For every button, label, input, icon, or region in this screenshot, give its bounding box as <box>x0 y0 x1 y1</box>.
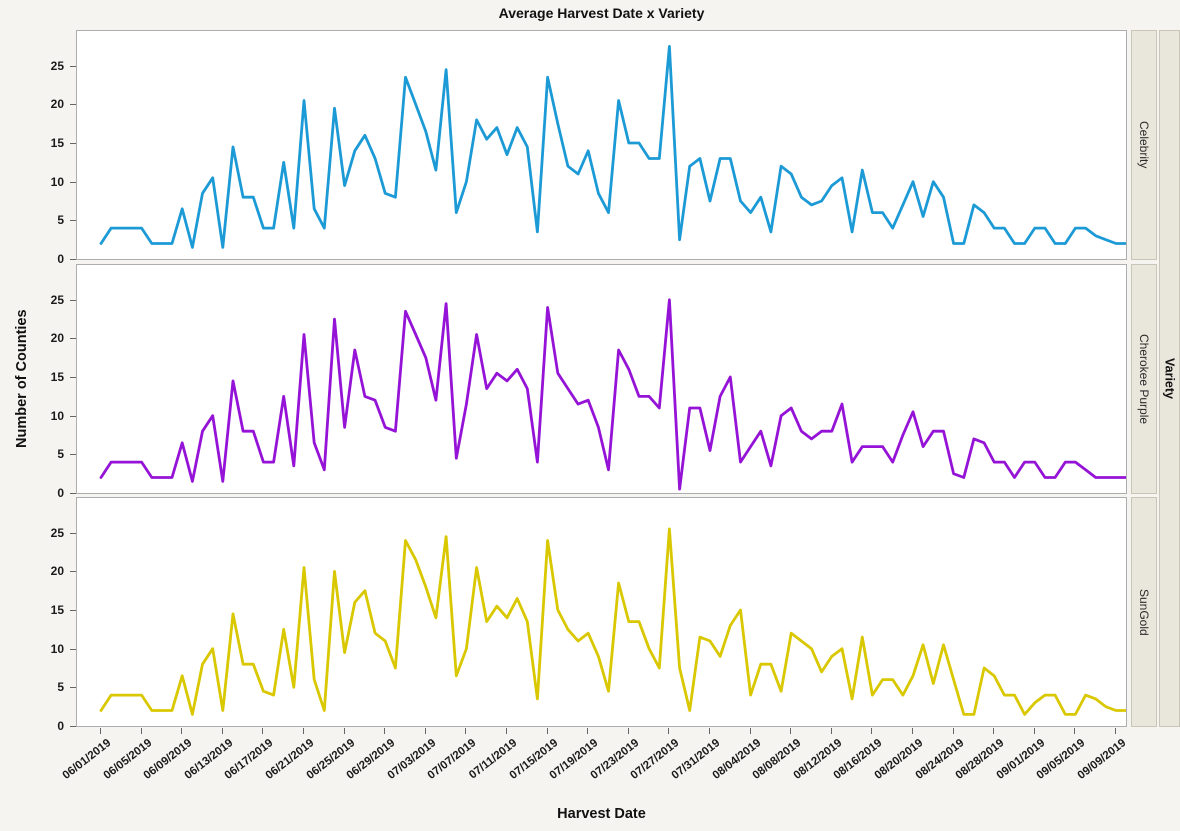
y-tick-mark <box>70 65 76 67</box>
y-tick-mark <box>70 415 76 417</box>
x-tick-mark <box>140 728 142 734</box>
x-tick-mark <box>424 728 426 734</box>
x-tick-mark <box>587 728 589 734</box>
panel-sungold <box>76 497 1127 727</box>
y-tick-label: 5 <box>57 680 64 695</box>
x-tick-mark <box>1115 728 1116 734</box>
y-tick-mark <box>70 571 76 573</box>
y-tick-label: 15 <box>50 370 64 385</box>
x-axis-ticks <box>76 727 1127 735</box>
y-tick-label: 0 <box>57 252 64 266</box>
y-tick-label: 10 <box>50 408 64 423</box>
panel-celebrity <box>76 30 1127 260</box>
y-tick-label: 25 <box>50 58 64 73</box>
y-tick-label: 0 <box>57 719 64 733</box>
y-tick-label: 20 <box>50 564 64 579</box>
chart-title: Average Harvest Date x Variety <box>498 5 705 21</box>
panel-strip-sungold: SunGold <box>1131 497 1157 727</box>
y-tick-mark <box>70 181 76 183</box>
y-tick-label: 10 <box>50 174 64 189</box>
x-tick-mark <box>343 728 345 734</box>
y-tick-label: 20 <box>50 331 64 346</box>
y-tick-label: 15 <box>50 603 64 618</box>
x-tick-mark <box>627 728 629 734</box>
y-tick-mark <box>70 726 76 727</box>
y-tick-mark <box>70 299 76 301</box>
series-line-sungold <box>99 527 1126 716</box>
y-tick-mark <box>70 338 76 340</box>
x-tick-mark <box>1074 728 1076 734</box>
y-tick-mark <box>70 687 76 689</box>
x-tick-mark <box>100 728 101 734</box>
variety-strip-label: Variety <box>1162 357 1177 399</box>
x-tick-mark <box>1033 728 1035 734</box>
x-tick-mark <box>465 728 467 734</box>
x-tick-mark <box>506 728 507 734</box>
x-tick-mark <box>303 728 304 734</box>
panel-strip-label-cherokee-purple: Cherokee Purple <box>1137 333 1151 425</box>
panel-strip-label-sungold: SunGold <box>1137 588 1151 636</box>
y-tick-label: 25 <box>50 525 64 540</box>
sungold-plot-area <box>99 527 1126 716</box>
y-tick-label: 5 <box>57 447 64 462</box>
y-axis-ticks: 0 5 10 15 20 25 0 5 10 15 20 25 0 5 10 15 20 25 <box>0 30 76 733</box>
y-tick-label: 10 <box>50 641 64 656</box>
y-tick-mark <box>70 377 76 379</box>
y-tick-label: 0 <box>57 486 64 500</box>
x-tick-mark <box>181 728 183 734</box>
panel-strip-cherokee-purple: Cherokee Purple <box>1131 264 1157 494</box>
x-tick-mark <box>262 728 264 734</box>
y-tick-mark <box>70 454 76 456</box>
y-tick-label: 25 <box>50 292 64 307</box>
y-tick-mark <box>70 493 76 494</box>
cherokee-purple-plot-area <box>99 298 1126 491</box>
panel-cherokee-purple <box>76 264 1127 494</box>
x-tick-mark <box>993 728 995 734</box>
x-tick-mark <box>221 728 223 734</box>
y-tick-mark <box>70 259 76 260</box>
x-tick-mark <box>871 728 873 734</box>
y-tick-mark <box>70 143 76 145</box>
x-tick-mark <box>830 728 832 734</box>
series-line-cherokee-purple <box>99 298 1126 491</box>
x-axis-tick-labels: 06/01/2019 06/05/2019 06/09/2019 06/13/2019… <box>61 737 1136 797</box>
x-tick-mark <box>546 728 548 734</box>
panel-strip-label-celebrity: Celebrity <box>1137 121 1151 169</box>
y-tick-mark <box>70 648 76 650</box>
trellis-panels <box>76 30 1127 727</box>
x-tick-mark <box>790 728 792 734</box>
x-axis-label: Harvest Date <box>557 806 646 822</box>
x-tick-mark <box>952 728 954 734</box>
celebrity-plot-area <box>99 44 1126 249</box>
x-tick-mark <box>749 728 751 734</box>
series-line-celebrity <box>99 44 1126 249</box>
y-tick-label: 15 <box>50 136 64 151</box>
y-tick-mark <box>70 220 76 222</box>
x-tick-mark <box>668 728 670 734</box>
variety-strip: Variety <box>1159 30 1180 727</box>
y-tick-mark <box>70 610 76 612</box>
x-tick-mark <box>709 728 710 734</box>
y-tick-label: 20 <box>50 97 64 112</box>
panel-strip-celebrity: Celebrity <box>1131 30 1157 260</box>
y-tick-mark <box>70 532 76 534</box>
y-tick-label: 5 <box>57 213 64 228</box>
x-tick-mark <box>384 728 386 734</box>
x-tick-mark <box>912 728 913 734</box>
y-tick-mark <box>70 104 76 106</box>
